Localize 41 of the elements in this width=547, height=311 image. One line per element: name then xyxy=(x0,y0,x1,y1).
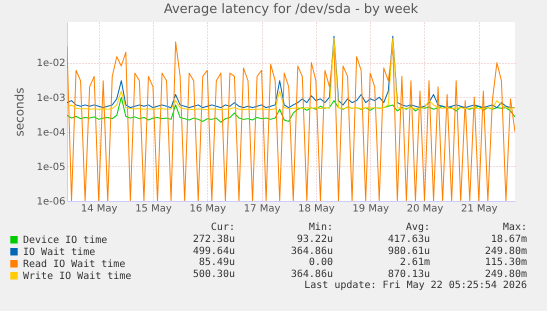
text: 2.61m xyxy=(400,257,430,268)
y-tick-label: 1e-03 xyxy=(36,92,66,104)
x-tick-label: 16 May xyxy=(189,204,226,214)
text: 93.22u xyxy=(296,234,333,245)
text: 500.30u xyxy=(192,268,235,280)
x-tick-label: 21 May xyxy=(461,204,498,214)
text: 364.86u xyxy=(290,246,333,256)
y-tick-label: 1e-04 xyxy=(36,127,66,138)
text: 249.80m xyxy=(484,268,527,280)
chart-title: Average latency for /dev/sda - by week xyxy=(164,2,419,17)
text: Min: xyxy=(308,222,333,233)
x-tick-label: 20 May xyxy=(406,204,444,214)
text: 0.00 xyxy=(308,257,333,268)
text: 18.67m xyxy=(490,234,527,245)
text: 417.63u xyxy=(388,234,430,245)
y-tick-label: 1e-05 xyxy=(36,162,66,173)
line-series xyxy=(67,96,515,123)
x-tick-label: 15 May xyxy=(135,204,172,214)
x-tick-label: 19 May xyxy=(352,204,390,214)
text: 364.86u xyxy=(290,268,333,280)
x-tick-label: 17 May xyxy=(244,204,280,214)
x-tick-label: 14 May xyxy=(80,204,118,214)
legend-label: Read IO Wait time xyxy=(23,258,126,270)
text: Cur: xyxy=(210,222,235,233)
text: 980.61u xyxy=(388,246,430,256)
y-tick-label: 1e-02 xyxy=(36,58,66,70)
text: 115.30m xyxy=(484,257,527,268)
legend-label: Write IO Wait time xyxy=(23,270,132,282)
legend-label: IO Wait time xyxy=(23,246,96,258)
legend-label: Device IO time xyxy=(23,234,108,246)
text: 499.64u xyxy=(192,246,235,256)
y-tick-label: 1e-06 xyxy=(36,196,66,208)
y-axis-title: seconds xyxy=(12,87,27,137)
text: Max: xyxy=(502,222,527,233)
text: Avg: xyxy=(406,222,430,233)
text: 272.38u xyxy=(192,234,235,245)
text: 870.13u xyxy=(388,268,430,280)
x-tick-label: 18 May xyxy=(298,204,335,214)
text: Last update: Fri May 22 05:25:54 2026 xyxy=(304,280,527,291)
text: 249.80m xyxy=(484,246,527,256)
text: 85.49u xyxy=(198,257,235,268)
